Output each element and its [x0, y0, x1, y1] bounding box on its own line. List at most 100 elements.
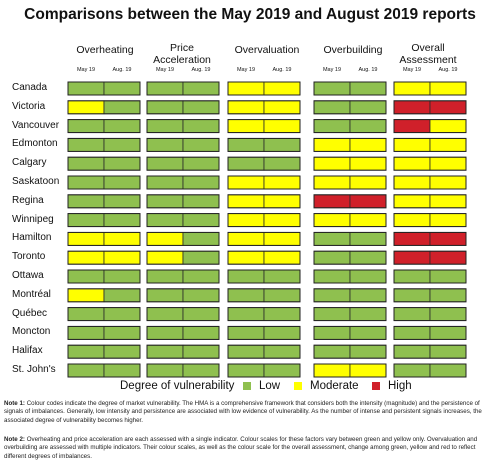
heatmap-cell [349, 363, 387, 378]
chart-title: Comparisons between the May 2019 and Aug… [24, 6, 476, 23]
heatmap-cell [67, 307, 105, 322]
heatmap-cell [313, 156, 351, 171]
note-1: Note 1: Colour codes indicate the degree… [4, 400, 496, 425]
heatmap-cell [393, 307, 431, 322]
heatmap-cell-group-border [67, 175, 141, 190]
heatmap-cell-group-border [393, 231, 467, 246]
heatmap-cell-group-border [227, 137, 301, 152]
heatmap-cell-group-border [67, 156, 141, 171]
column-header-overvaluation: Overvaluation [234, 44, 300, 56]
heatmap-cell [313, 325, 351, 340]
heatmap-cell-group-border [146, 269, 220, 284]
subcolumn-header: May 19 [322, 67, 342, 73]
heatmap-cell-group-border [313, 344, 387, 359]
heatmap-cell [227, 325, 265, 340]
heatmap-cell [227, 269, 265, 284]
heatmap-cell [429, 344, 467, 359]
heatmap-cell [146, 119, 184, 133]
heatmap-cell-group-border [146, 119, 220, 134]
heatmap-cell-group-border [67, 137, 141, 152]
heatmap-cell [263, 344, 301, 359]
heatmap-cell [429, 156, 467, 171]
heatmap-cell [103, 81, 141, 96]
heatmap-cell [313, 231, 351, 246]
heatmap-cell [313, 363, 351, 378]
heatmap-cell-group-border [313, 81, 387, 96]
heatmap-cell [429, 307, 467, 322]
heatmap-cell [429, 231, 467, 246]
heatmap-cell [103, 175, 141, 190]
heatmap-cell [103, 250, 141, 265]
heatmap-cell [67, 81, 105, 96]
heatmap-cell-group-border [227, 194, 301, 209]
heatmap-cell [313, 269, 351, 284]
heatmap-cell [429, 250, 467, 265]
heatmap-cell-group-border [227, 250, 301, 265]
heatmap-cell [227, 175, 265, 190]
heatmap-cell [429, 269, 467, 284]
heatmap-cell [146, 213, 184, 228]
heatmap-cell [67, 344, 105, 359]
heatmap-cell-group-border [227, 288, 301, 303]
heatmap-cell [263, 175, 301, 190]
heatmap-cell [67, 156, 105, 171]
heatmap-cell-group-border [67, 363, 141, 378]
subcolumn-header: May 19 [76, 67, 96, 73]
heatmap-cell [67, 231, 105, 246]
heatmap-cell-group-border [393, 325, 467, 340]
legend-label-high: High [388, 380, 412, 392]
heatmap-cell-group-border [393, 250, 467, 265]
subcolumn-header: Aug. 19 [272, 67, 292, 73]
heatmap-cell [182, 81, 220, 96]
heatmap-cell [263, 100, 301, 115]
heatmap-cell [429, 100, 467, 115]
heatmap-cell [182, 288, 220, 303]
heatmap-cell [182, 307, 220, 322]
heatmap-cell-group-border [313, 119, 387, 134]
heatmap-cell [263, 325, 301, 340]
heatmap-cell-group-border [313, 288, 387, 303]
heatmap-cell [429, 325, 467, 340]
heatmap-cell [182, 325, 220, 340]
heatmap-cell [313, 81, 351, 96]
heatmap-cell [67, 119, 105, 133]
heatmap-cell-group-border [393, 344, 467, 359]
heatmap-cell [349, 307, 387, 322]
heatmap-cell [263, 250, 301, 265]
heatmap-cell-group-border [227, 175, 301, 190]
heatmap-cell [146, 100, 184, 115]
heatmap-cell [313, 194, 351, 209]
heatmap-cell [349, 213, 387, 228]
heatmap-cell [313, 250, 351, 265]
column-header-price-acceleration: Price Acceleration [153, 42, 211, 66]
heatmap-cell-group-border [146, 137, 220, 152]
heatmap-cell-group-border [393, 363, 467, 378]
heatmap-cell [103, 100, 141, 115]
heatmap-cell-group-border [313, 269, 387, 284]
row-label: Montréal [12, 288, 51, 300]
heatmap-cell-group-border [67, 119, 141, 134]
heatmap-cell-group-border [313, 363, 387, 378]
heatmap-cell [429, 81, 467, 96]
heatmap-cell [227, 100, 265, 115]
heatmap-cell [227, 250, 265, 265]
heatmap-cell [146, 269, 184, 284]
heatmap-cell [349, 250, 387, 265]
row-label: Saskatoon [12, 176, 60, 187]
heatmap-cell [146, 137, 184, 152]
heatmap-cell [349, 344, 387, 359]
heatmap-cell [429, 119, 467, 133]
heatmap-cell [103, 288, 141, 303]
heatmap-cell [393, 194, 431, 209]
heatmap-cell [103, 307, 141, 322]
heatmap-cell-group-border [227, 213, 301, 228]
heatmap-cell [67, 194, 105, 209]
heatmap-cell-group-border [146, 325, 220, 340]
heatmap-cell-group-border [67, 307, 141, 322]
heatmap-cell [182, 137, 220, 152]
heatmap-cell-group-border [146, 81, 220, 96]
heatmap-cell-group-border [313, 213, 387, 228]
heatmap-cell-group-border [146, 231, 220, 246]
heatmap-cell [263, 194, 301, 209]
heatmap-cell [227, 119, 265, 133]
